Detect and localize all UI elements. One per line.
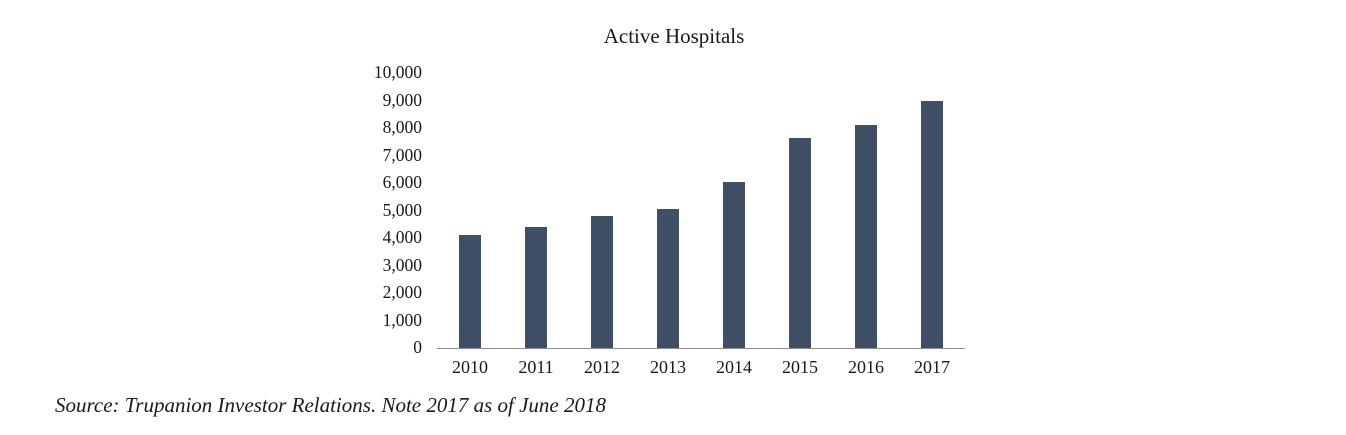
plot-area: [437, 73, 965, 349]
y-tick-label: 0: [413, 337, 422, 358]
y-tick-label: 6,000: [382, 172, 422, 193]
x-tick-label: 2012: [584, 357, 620, 377]
y-tick-label: 9,000: [382, 89, 422, 110]
bar-2014: [723, 181, 745, 348]
y-axis: 0 1,000 2,000 3,000 4,000 5,000 6,000 7,000 8,00…: [340, 64, 422, 356]
y-tick-label: 1,000: [382, 309, 422, 330]
x-axis: 2010 2011 2012 2013 2014 2015 2016 2017: [437, 357, 965, 381]
y-tick-label: 7,000: [382, 144, 422, 165]
bars-container: [437, 73, 965, 348]
bar-2016: [855, 125, 877, 348]
bar-2012: [591, 216, 613, 348]
bar-2013: [657, 209, 679, 348]
x-tick-label: 2015: [782, 357, 818, 377]
y-tick-label: 3,000: [382, 254, 422, 275]
x-tick-label: 2010: [452, 357, 488, 377]
y-tick-label: 8,000: [382, 117, 422, 138]
bar-2010: [459, 235, 481, 348]
bar-2017: [921, 100, 943, 348]
y-tick-label: 10,000: [373, 62, 422, 83]
bar-2015: [789, 137, 811, 348]
chart-title: Active Hospitals: [603, 24, 745, 48]
y-tick-label: 2,000: [382, 282, 422, 303]
x-tick-label: 2017: [914, 357, 950, 377]
y-tick-label: 5,000: [382, 199, 422, 220]
source-note: Source: Trupanion Investor Relations. No…: [55, 393, 607, 417]
x-tick-label: 2014: [716, 357, 752, 377]
x-tick-label: 2013: [650, 357, 686, 377]
x-tick-label: 2011: [518, 357, 554, 377]
bar-2011: [525, 227, 547, 348]
y-tick-label: 4,000: [382, 227, 422, 248]
x-tick-label: 2016: [848, 357, 884, 377]
